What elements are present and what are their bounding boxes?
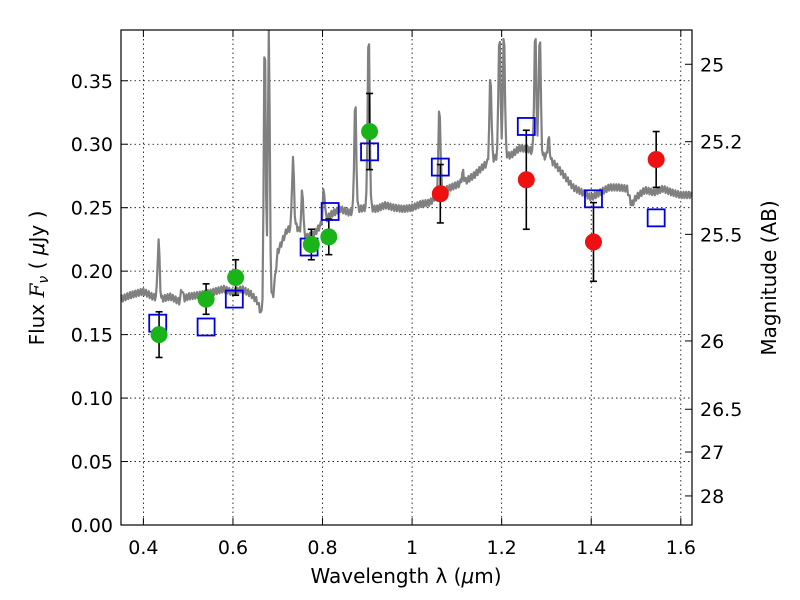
y-tick-label: 0.35 (71, 71, 113, 93)
x-tick-label: 1.4 (576, 537, 606, 559)
plot-frame (120, 29, 693, 526)
y2-tick-label: 27 (700, 442, 724, 464)
observed-flux-point (302, 236, 320, 253)
y-axis-magnitude: 25 25.2 25.5 26 26.5 27 28 (685, 54, 742, 508)
observed-flux-point (320, 228, 338, 246)
y-tick-label: 0.15 (71, 325, 113, 347)
y-tick-label: 0.05 (71, 452, 113, 474)
y2-tick-label: 26 (700, 331, 724, 353)
observed-flux-point (197, 290, 215, 308)
y-tick-label: 0.25 (71, 198, 113, 220)
model-spectrum (121, 30, 692, 314)
observed-flux-point (647, 150, 665, 168)
x-tick-label: 1.6 (666, 537, 696, 559)
y2-tick-label: 25 (700, 54, 724, 76)
y2-tick-label: 25.5 (700, 224, 742, 246)
x-tick-label: 0.4 (128, 537, 158, 559)
model-photometry-square (584, 189, 603, 209)
y2-tick-label: 25.2 (700, 132, 742, 154)
observed-flux-point (431, 185, 449, 203)
model-photometry-square (196, 317, 216, 337)
observed-flux-point (584, 233, 602, 251)
observed-flux-point (361, 123, 379, 141)
x-tick-label: 0.6 (218, 537, 248, 559)
y-tick-label: 0.00 (71, 515, 113, 537)
y2-tick-label: 26.5 (700, 399, 742, 421)
y-tick-label: 0.10 (71, 388, 113, 410)
model-photometry-square (224, 289, 244, 309)
x-axis-label: Wavelength λ (μm) (310, 564, 501, 588)
y-axis-label: Flux Fν ( μJy ) (25, 211, 52, 346)
y2-tick-label: 28 (700, 486, 724, 508)
model-photometry-square (516, 117, 536, 136)
y-tick-label: 0.20 (71, 261, 113, 283)
y2-axis-label: Magnitude (AB) (757, 200, 781, 355)
model-photometry-square (360, 142, 379, 162)
x-tick-label: 1 (406, 537, 418, 559)
data-markers (148, 117, 666, 344)
x-tick-label: 1.2 (487, 537, 517, 559)
x-tick-label: 0.8 (307, 537, 337, 559)
spectrum-line (121, 30, 692, 314)
observed-flux-point (227, 269, 245, 286)
model-photometry-square (320, 202, 340, 221)
y-tick-label: 0.30 (71, 134, 113, 156)
observed-flux-point (150, 326, 168, 344)
observed-flux-point (517, 171, 535, 189)
model-photometry-square (430, 157, 450, 177)
x-axis: 0.4 0.6 0.8 1 1.2 1.4 1.6 (128, 30, 696, 559)
model-photometry-square (646, 208, 666, 228)
y-axis-flux: 0.00 0.05 0.10 0.15 0.20 0.25 0.30 0.35 (71, 71, 128, 537)
